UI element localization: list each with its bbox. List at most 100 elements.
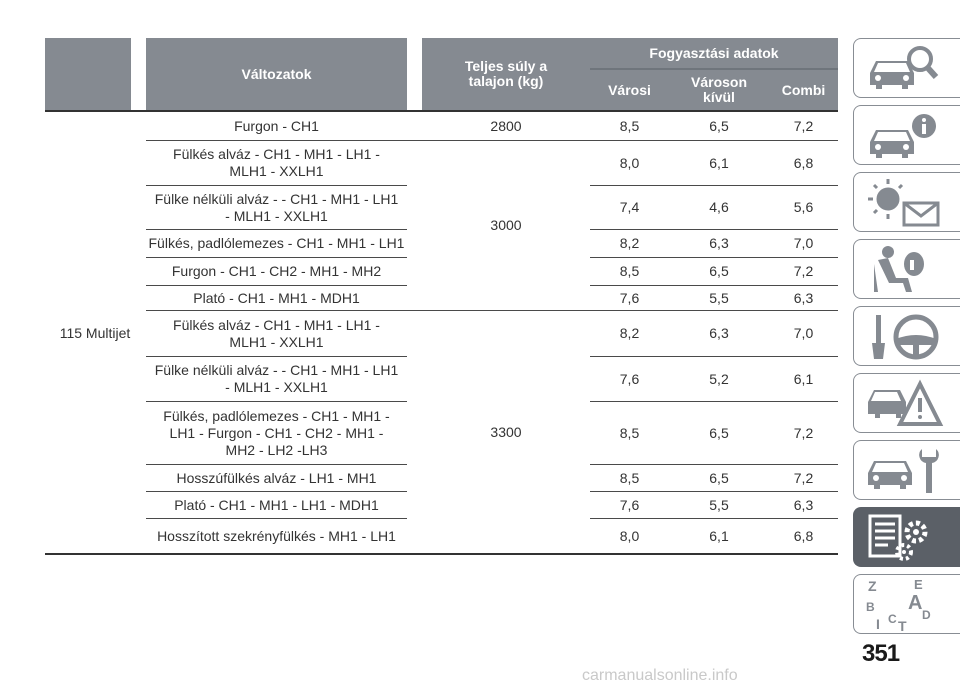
- header-variants: Változatok: [146, 38, 407, 110]
- watermark: carmanualsonline.info: [582, 667, 738, 684]
- variant-cell: Fülke nélküli alváz - - CH1 - MH1 - LH1 …: [154, 362, 399, 395]
- tab-car-search[interactable]: [853, 38, 960, 98]
- urban-cell: 7,6: [619, 370, 640, 387]
- combined-cell: 7,0: [793, 325, 814, 341]
- row-rule: [590, 401, 838, 402]
- alphabetical-index-icon: Z E B A C D I T: [866, 579, 931, 631]
- row-rule: [146, 229, 407, 230]
- extra-urban-cell: 6,3: [709, 325, 729, 341]
- weight-3000: 3000: [490, 217, 522, 233]
- header-consumption: Fogyasztási adatok: [590, 38, 838, 69]
- index-letter: B: [866, 600, 875, 614]
- extra-urban-cell: 6,5: [709, 469, 729, 486]
- extra-urban-cell: 4,6: [709, 199, 729, 215]
- extra-urban-cell: 6,1: [709, 154, 729, 171]
- weight-2800: 2800: [490, 117, 522, 134]
- urban-cell: 8,0: [619, 527, 640, 544]
- urban-cell: 8,5: [619, 424, 640, 441]
- tab-key-steering[interactable]: [853, 306, 960, 366]
- variant-cell: Plató - CH1 - MH1 - LH1 - MDH1: [174, 496, 379, 513]
- header-combined: Combi: [769, 70, 838, 110]
- urban-cell: 8,0: [619, 154, 640, 171]
- car-warning-triangle-icon: [868, 379, 944, 426]
- tab-car-wrench[interactable]: [853, 440, 960, 500]
- urban-cell: 7,6: [619, 289, 640, 306]
- index-letter: E: [914, 579, 923, 592]
- row-rule: [590, 464, 838, 465]
- technical-data-icon: [868, 514, 928, 561]
- table-bottom-rule: [45, 553, 838, 555]
- urban-cell: 7,6: [619, 496, 640, 513]
- index-letter: D: [922, 608, 931, 622]
- row-rule: [146, 491, 407, 492]
- page-number: 351: [862, 640, 900, 667]
- variant-cell: Hosszított szekrényfülkés - MH1 - LH1: [157, 527, 396, 544]
- row-rule: [590, 491, 838, 492]
- row-rule: [146, 257, 407, 258]
- variant-cell: Plató - CH1 - MH1 - MDH1: [193, 289, 360, 306]
- row-rule: [146, 310, 838, 311]
- tab-car-info[interactable]: [853, 105, 960, 165]
- tab-technical-data[interactable]: [853, 507, 960, 567]
- combined-cell: 6,3: [793, 289, 814, 306]
- urban-cell: 8,5: [619, 117, 640, 134]
- urban-cell: 7,4: [619, 199, 640, 215]
- extra-urban-cell: 6,1: [709, 527, 729, 544]
- variant-cell: Hosszúfülkés alváz - LH1 - MH1: [176, 469, 377, 486]
- variant-cell: Fülkés alváz - CH1 - MH1 - LH1 - MLH1 - …: [173, 146, 380, 179]
- index-letter: Z: [868, 579, 877, 594]
- row-rule: [146, 185, 407, 186]
- combined-cell: 7,2: [793, 117, 814, 134]
- car-wrench-icon: [868, 449, 939, 493]
- tab-car-warning[interactable]: [853, 373, 960, 433]
- variant-cell: Fülkés, padlólemezes - CH1 - MH1 - LH1: [148, 235, 405, 251]
- row-rule: [146, 140, 838, 141]
- row-rule: [590, 285, 838, 286]
- header-blank-cell: [45, 38, 131, 110]
- combined-cell: 7,0: [793, 235, 814, 251]
- row-rule: [146, 356, 407, 357]
- tab-seat-airbag[interactable]: [853, 239, 960, 299]
- header-extra-urban: Város­on kívül: [669, 70, 769, 110]
- row-rule: [590, 229, 838, 230]
- variant-cell: Fülkés, padlólemezes - CH1 - MH1 - LH1 -…: [163, 407, 390, 458]
- tab-warning-light[interactable]: [853, 172, 960, 232]
- extra-urban-cell: 5,5: [709, 496, 729, 513]
- variant-cell: Fülke nélküli alváz - - CH1 - MH1 - LH1 …: [154, 190, 399, 224]
- extra-urban-cell: 6,3: [709, 235, 729, 251]
- variant-cell: Furgon - CH1 - CH2 - MH1 - MH2: [171, 263, 382, 279]
- row-rule: [146, 285, 407, 286]
- urban-cell: 8,2: [619, 325, 640, 341]
- row-rule: [590, 356, 838, 357]
- row-rule: [146, 464, 407, 465]
- row-rule: [146, 401, 407, 402]
- header-weight: Teljes súly a talajon (kg): [422, 38, 590, 110]
- combined-cell: 6,8: [793, 527, 814, 544]
- warning-light-message-icon: [868, 179, 940, 227]
- row-rule: [590, 185, 838, 186]
- header-urban: Városi: [590, 70, 669, 110]
- row-rule: [146, 518, 407, 519]
- header-bottom-rule: [45, 110, 838, 112]
- variant-cell: Furgon - CH1: [234, 117, 319, 134]
- combined-cell: 6,1: [793, 370, 814, 387]
- row-rule: [590, 518, 838, 519]
- combined-cell: 7,2: [793, 263, 814, 279]
- variant-cell: Fülkés alváz - CH1 - MH1 - LH1 - MLH1 - …: [173, 316, 380, 350]
- index-letter: C: [888, 612, 897, 626]
- key-steering-wheel-icon: [872, 314, 939, 360]
- combined-cell: 6,8: [793, 154, 814, 171]
- urban-cell: 8,5: [619, 263, 640, 279]
- extra-urban-cell: 6,5: [709, 263, 729, 279]
- combined-cell: 5,6: [793, 199, 814, 215]
- row-rule: [590, 257, 838, 258]
- extra-urban-cell: 6,5: [709, 117, 729, 134]
- combined-cell: 6,3: [793, 496, 814, 513]
- tab-alphabetical-index[interactable]: Z E B A C D I T: [853, 574, 960, 634]
- urban-cell: 8,2: [619, 235, 640, 251]
- car-info-icon: [870, 114, 936, 158]
- urban-cell: 8,5: [619, 469, 640, 486]
- combined-cell: 7,2: [793, 424, 814, 441]
- seat-airbag-icon: [874, 246, 924, 292]
- extra-urban-cell: 5,2: [709, 370, 729, 387]
